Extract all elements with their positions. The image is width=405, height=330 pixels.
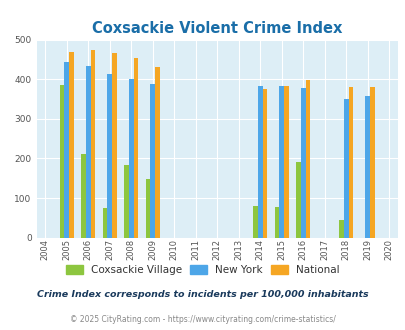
Legend: Coxsackie Village, New York, National: Coxsackie Village, New York, National	[62, 261, 343, 279]
Bar	[102, 208, 107, 238]
Bar	[305, 80, 309, 238]
Bar	[64, 62, 69, 238]
Bar	[274, 207, 279, 238]
Bar	[128, 79, 133, 238]
Bar	[369, 87, 374, 238]
Bar	[85, 66, 90, 238]
Bar	[145, 179, 150, 238]
Bar	[69, 52, 74, 238]
Text: © 2025 CityRating.com - https://www.cityrating.com/crime-statistics/: © 2025 CityRating.com - https://www.city…	[70, 315, 335, 324]
Bar	[295, 162, 300, 238]
Bar	[133, 58, 138, 238]
Bar	[338, 220, 343, 238]
Bar	[124, 165, 128, 238]
Bar	[300, 88, 305, 238]
Bar	[364, 96, 369, 238]
Bar	[81, 154, 85, 238]
Bar	[112, 53, 117, 238]
Bar	[279, 86, 284, 238]
Bar	[348, 87, 352, 238]
Text: Crime Index corresponds to incidents per 100,000 inhabitants: Crime Index corresponds to incidents per…	[37, 290, 368, 299]
Bar	[155, 67, 160, 238]
Bar	[107, 74, 112, 238]
Bar	[90, 50, 95, 238]
Bar	[150, 84, 155, 238]
Title: Coxsackie Violent Crime Index: Coxsackie Violent Crime Index	[92, 21, 341, 36]
Bar	[257, 85, 262, 238]
Bar	[284, 86, 288, 238]
Bar	[60, 85, 64, 238]
Bar	[262, 89, 266, 238]
Bar	[343, 99, 348, 238]
Bar	[252, 206, 257, 238]
